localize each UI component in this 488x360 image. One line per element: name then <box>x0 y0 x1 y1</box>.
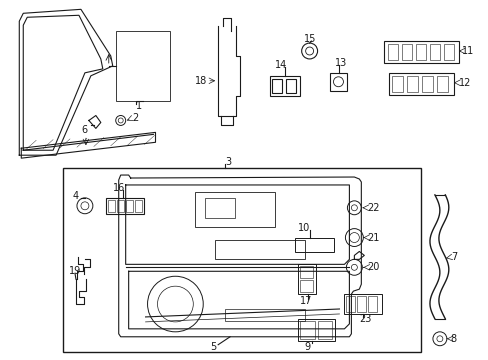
Bar <box>429 44 439 60</box>
Text: 21: 21 <box>366 233 379 243</box>
Bar <box>125 200 132 212</box>
Bar <box>285 79 295 93</box>
Text: 8: 8 <box>450 334 456 344</box>
Bar <box>391 76 402 92</box>
Bar <box>436 76 447 92</box>
Text: 15: 15 <box>303 34 315 44</box>
Bar <box>224 309 304 321</box>
Bar <box>63 168 420 352</box>
Bar <box>269 76 299 96</box>
Bar <box>116 31 170 100</box>
Bar <box>299 266 312 278</box>
Bar <box>406 76 417 92</box>
Bar <box>297 264 315 294</box>
Bar <box>401 44 411 60</box>
Text: 13: 13 <box>334 58 346 68</box>
Bar <box>384 41 458 63</box>
Bar <box>271 79 281 93</box>
Text: 19: 19 <box>69 266 81 276</box>
Text: 3: 3 <box>224 157 231 167</box>
Bar <box>443 44 453 60</box>
Bar <box>134 200 142 212</box>
Bar <box>105 198 143 214</box>
Bar <box>294 238 334 252</box>
Bar <box>117 200 123 212</box>
Text: 5: 5 <box>210 342 216 352</box>
Bar <box>421 76 432 92</box>
Bar <box>357 296 366 312</box>
Text: 7: 7 <box>450 252 456 262</box>
Bar <box>107 200 115 212</box>
Bar <box>346 296 355 312</box>
Text: 20: 20 <box>366 262 379 272</box>
Text: 10: 10 <box>297 222 309 233</box>
Text: 17: 17 <box>299 296 311 306</box>
Bar <box>387 44 397 60</box>
Text: 12: 12 <box>458 78 470 88</box>
Text: 18: 18 <box>195 76 207 86</box>
Bar <box>388 73 453 95</box>
Text: 2: 2 <box>132 113 139 123</box>
Text: 22: 22 <box>366 203 379 213</box>
Bar <box>195 192 274 227</box>
Bar <box>344 294 382 314</box>
Text: 6: 6 <box>81 125 87 135</box>
Bar <box>297 319 335 341</box>
Text: 16: 16 <box>113 183 125 193</box>
Text: 23: 23 <box>359 314 371 324</box>
Bar <box>299 321 314 339</box>
Bar <box>215 239 304 260</box>
Bar <box>415 44 425 60</box>
Bar <box>205 198 235 218</box>
Text: 9: 9 <box>304 342 310 352</box>
Bar <box>367 296 376 312</box>
Text: 14: 14 <box>274 60 286 70</box>
Bar <box>329 73 346 91</box>
Text: 11: 11 <box>461 46 473 56</box>
Text: 4: 4 <box>73 191 79 201</box>
Bar <box>317 321 332 339</box>
Bar <box>299 280 312 292</box>
Text: 1: 1 <box>135 100 142 111</box>
